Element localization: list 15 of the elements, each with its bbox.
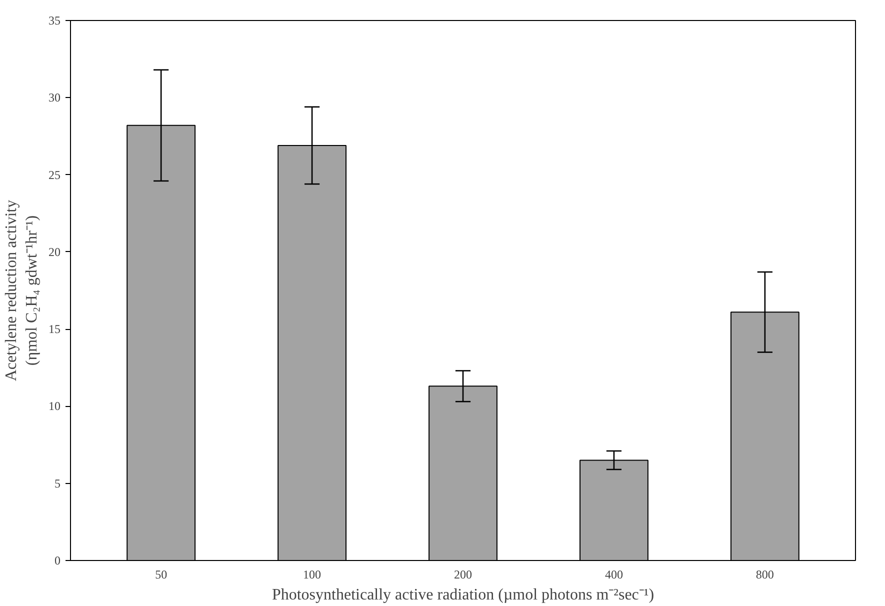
y-tick-label: 20 — [48, 244, 60, 259]
x-tick-label: 100 — [303, 568, 322, 582]
y-tick-label: 35 — [48, 14, 60, 28]
x-tick-label: 50 — [155, 568, 168, 582]
x-tick-label: 400 — [604, 568, 623, 582]
y-tick-label: 0 — [54, 554, 60, 568]
y-tick-label: 25 — [48, 168, 60, 182]
x-axis-title: Photosynthetically active radiation (µmol photons m⁻²sec⁻¹) — [272, 586, 654, 604]
y-tick-label: 30 — [48, 90, 60, 105]
y-tick-label: 15 — [48, 322, 60, 336]
y-tick-label: 5 — [54, 476, 60, 490]
x-tick-label: 200 — [454, 568, 472, 582]
x-tick-label: 800 — [756, 568, 774, 582]
y-axis-title: Acetylene reduction activity (ηmol C₂H₄ gdwt⁻¹hr⁻¹) — [3, 200, 40, 382]
y-tick-label: 10 — [48, 399, 60, 414]
